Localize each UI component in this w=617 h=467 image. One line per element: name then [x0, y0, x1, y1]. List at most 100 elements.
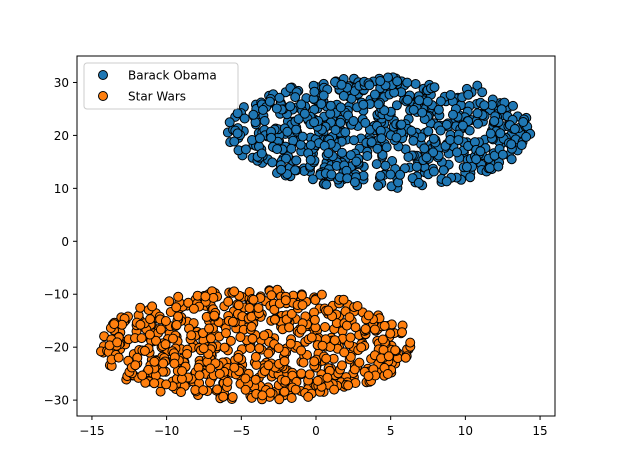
point-star-wars: [363, 310, 374, 321]
legend-box: [83, 62, 239, 110]
point-star-wars: [144, 329, 155, 340]
point-barack-obama: [423, 126, 434, 137]
point-barack-obama: [266, 132, 277, 143]
point-barack-obama: [380, 160, 391, 171]
point-barack-obama: [335, 117, 346, 128]
point-barack-obama: [323, 148, 334, 159]
point-star-wars: [161, 379, 172, 390]
point-barack-obama: [408, 135, 419, 146]
point-barack-obama: [290, 92, 301, 103]
point-barack-obama: [240, 144, 251, 155]
point-star-wars: [194, 370, 205, 381]
point-barack-obama: [296, 99, 307, 110]
point-barack-obama: [232, 108, 243, 119]
point-barack-obama: [441, 119, 452, 130]
point-star-wars: [320, 322, 330, 332]
point-barack-obama: [351, 156, 362, 167]
point-barack-obama: [493, 161, 504, 172]
point-star-wars: [204, 323, 215, 334]
point-star-wars: [155, 324, 166, 335]
point-star-wars: [280, 295, 291, 306]
point-star-wars: [317, 340, 328, 351]
point-barack-obama: [340, 127, 351, 138]
point-barack-obama: [307, 174, 318, 185]
point-barack-obama: [345, 150, 356, 161]
point-barack-obama: [295, 139, 306, 150]
point-barack-obama: [428, 166, 439, 177]
point-star-wars: [377, 334, 388, 345]
point-star-wars: [279, 386, 290, 397]
point-star-wars: [136, 333, 147, 344]
point-star-wars: [198, 343, 209, 354]
legend-label-barack-obama: Barack Obama: [128, 69, 217, 83]
point-barack-obama: [349, 177, 360, 188]
point-star-wars: [247, 333, 258, 344]
point-star-wars: [173, 311, 184, 322]
y-tick-label: 0: [61, 235, 69, 249]
point-barack-obama: [521, 131, 532, 142]
point-star-wars: [244, 303, 255, 313]
point-barack-obama: [239, 113, 250, 124]
point-star-wars: [205, 363, 216, 374]
legend: Barack Obama Star Wars: [83, 62, 239, 110]
point-star-wars: [298, 357, 309, 368]
x-axis: −15 −10 −5 0 5 10 15: [79, 416, 548, 438]
point-barack-obama: [461, 162, 472, 172]
point-barack-obama: [428, 133, 439, 144]
point-barack-obama: [318, 90, 329, 101]
point-barack-obama: [338, 90, 349, 101]
point-star-wars: [263, 360, 274, 371]
y-axis: −30 −20 −10 0 10 20 30: [44, 76, 77, 408]
point-star-wars: [235, 332, 246, 343]
point-star-wars: [383, 351, 394, 362]
point-barack-obama: [452, 147, 462, 158]
point-barack-obama: [258, 104, 268, 115]
point-barack-obama: [362, 151, 373, 161]
point-barack-obama: [508, 100, 518, 111]
point-barack-obama: [291, 155, 302, 166]
point-star-wars: [223, 296, 234, 307]
point-star-wars: [405, 337, 416, 348]
point-star-wars: [321, 353, 332, 364]
point-star-wars: [274, 394, 285, 405]
point-star-wars: [227, 392, 238, 402]
point-star-wars: [279, 356, 290, 367]
point-barack-obama: [509, 124, 520, 134]
point-barack-obama: [445, 90, 456, 100]
point-star-wars: [160, 339, 171, 350]
x-tick-label: −10: [154, 424, 179, 438]
point-barack-obama: [305, 154, 316, 165]
point-barack-obama: [518, 117, 529, 127]
point-barack-obama: [465, 172, 476, 183]
point-star-wars: [171, 302, 182, 313]
point-star-wars: [143, 364, 154, 375]
point-barack-obama: [259, 116, 270, 126]
point-barack-obama: [477, 87, 488, 98]
point-star-wars: [112, 337, 123, 348]
point-star-wars: [322, 372, 333, 383]
point-barack-obama: [271, 103, 282, 114]
point-star-wars: [297, 300, 308, 311]
point-star-wars: [382, 369, 393, 379]
x-tick-label: −5: [232, 424, 250, 438]
point-barack-obama: [369, 89, 380, 100]
point-barack-obama: [321, 179, 332, 190]
point-star-wars: [400, 352, 411, 363]
point-star-wars: [158, 358, 169, 369]
point-barack-obama: [438, 165, 449, 176]
point-star-wars: [254, 343, 265, 354]
point-barack-obama: [336, 79, 347, 90]
point-star-wars: [341, 320, 352, 331]
point-barack-obama: [330, 125, 341, 135]
point-star-wars: [240, 373, 251, 384]
point-barack-obama: [305, 140, 316, 151]
point-star-wars: [352, 301, 363, 311]
point-star-wars: [164, 296, 175, 307]
point-barack-obama: [448, 109, 458, 120]
x-tick-label: −15: [79, 424, 104, 438]
point-barack-obama: [286, 143, 297, 154]
point-star-wars: [385, 328, 396, 339]
point-barack-obama: [496, 104, 507, 115]
point-star-wars: [285, 338, 296, 349]
